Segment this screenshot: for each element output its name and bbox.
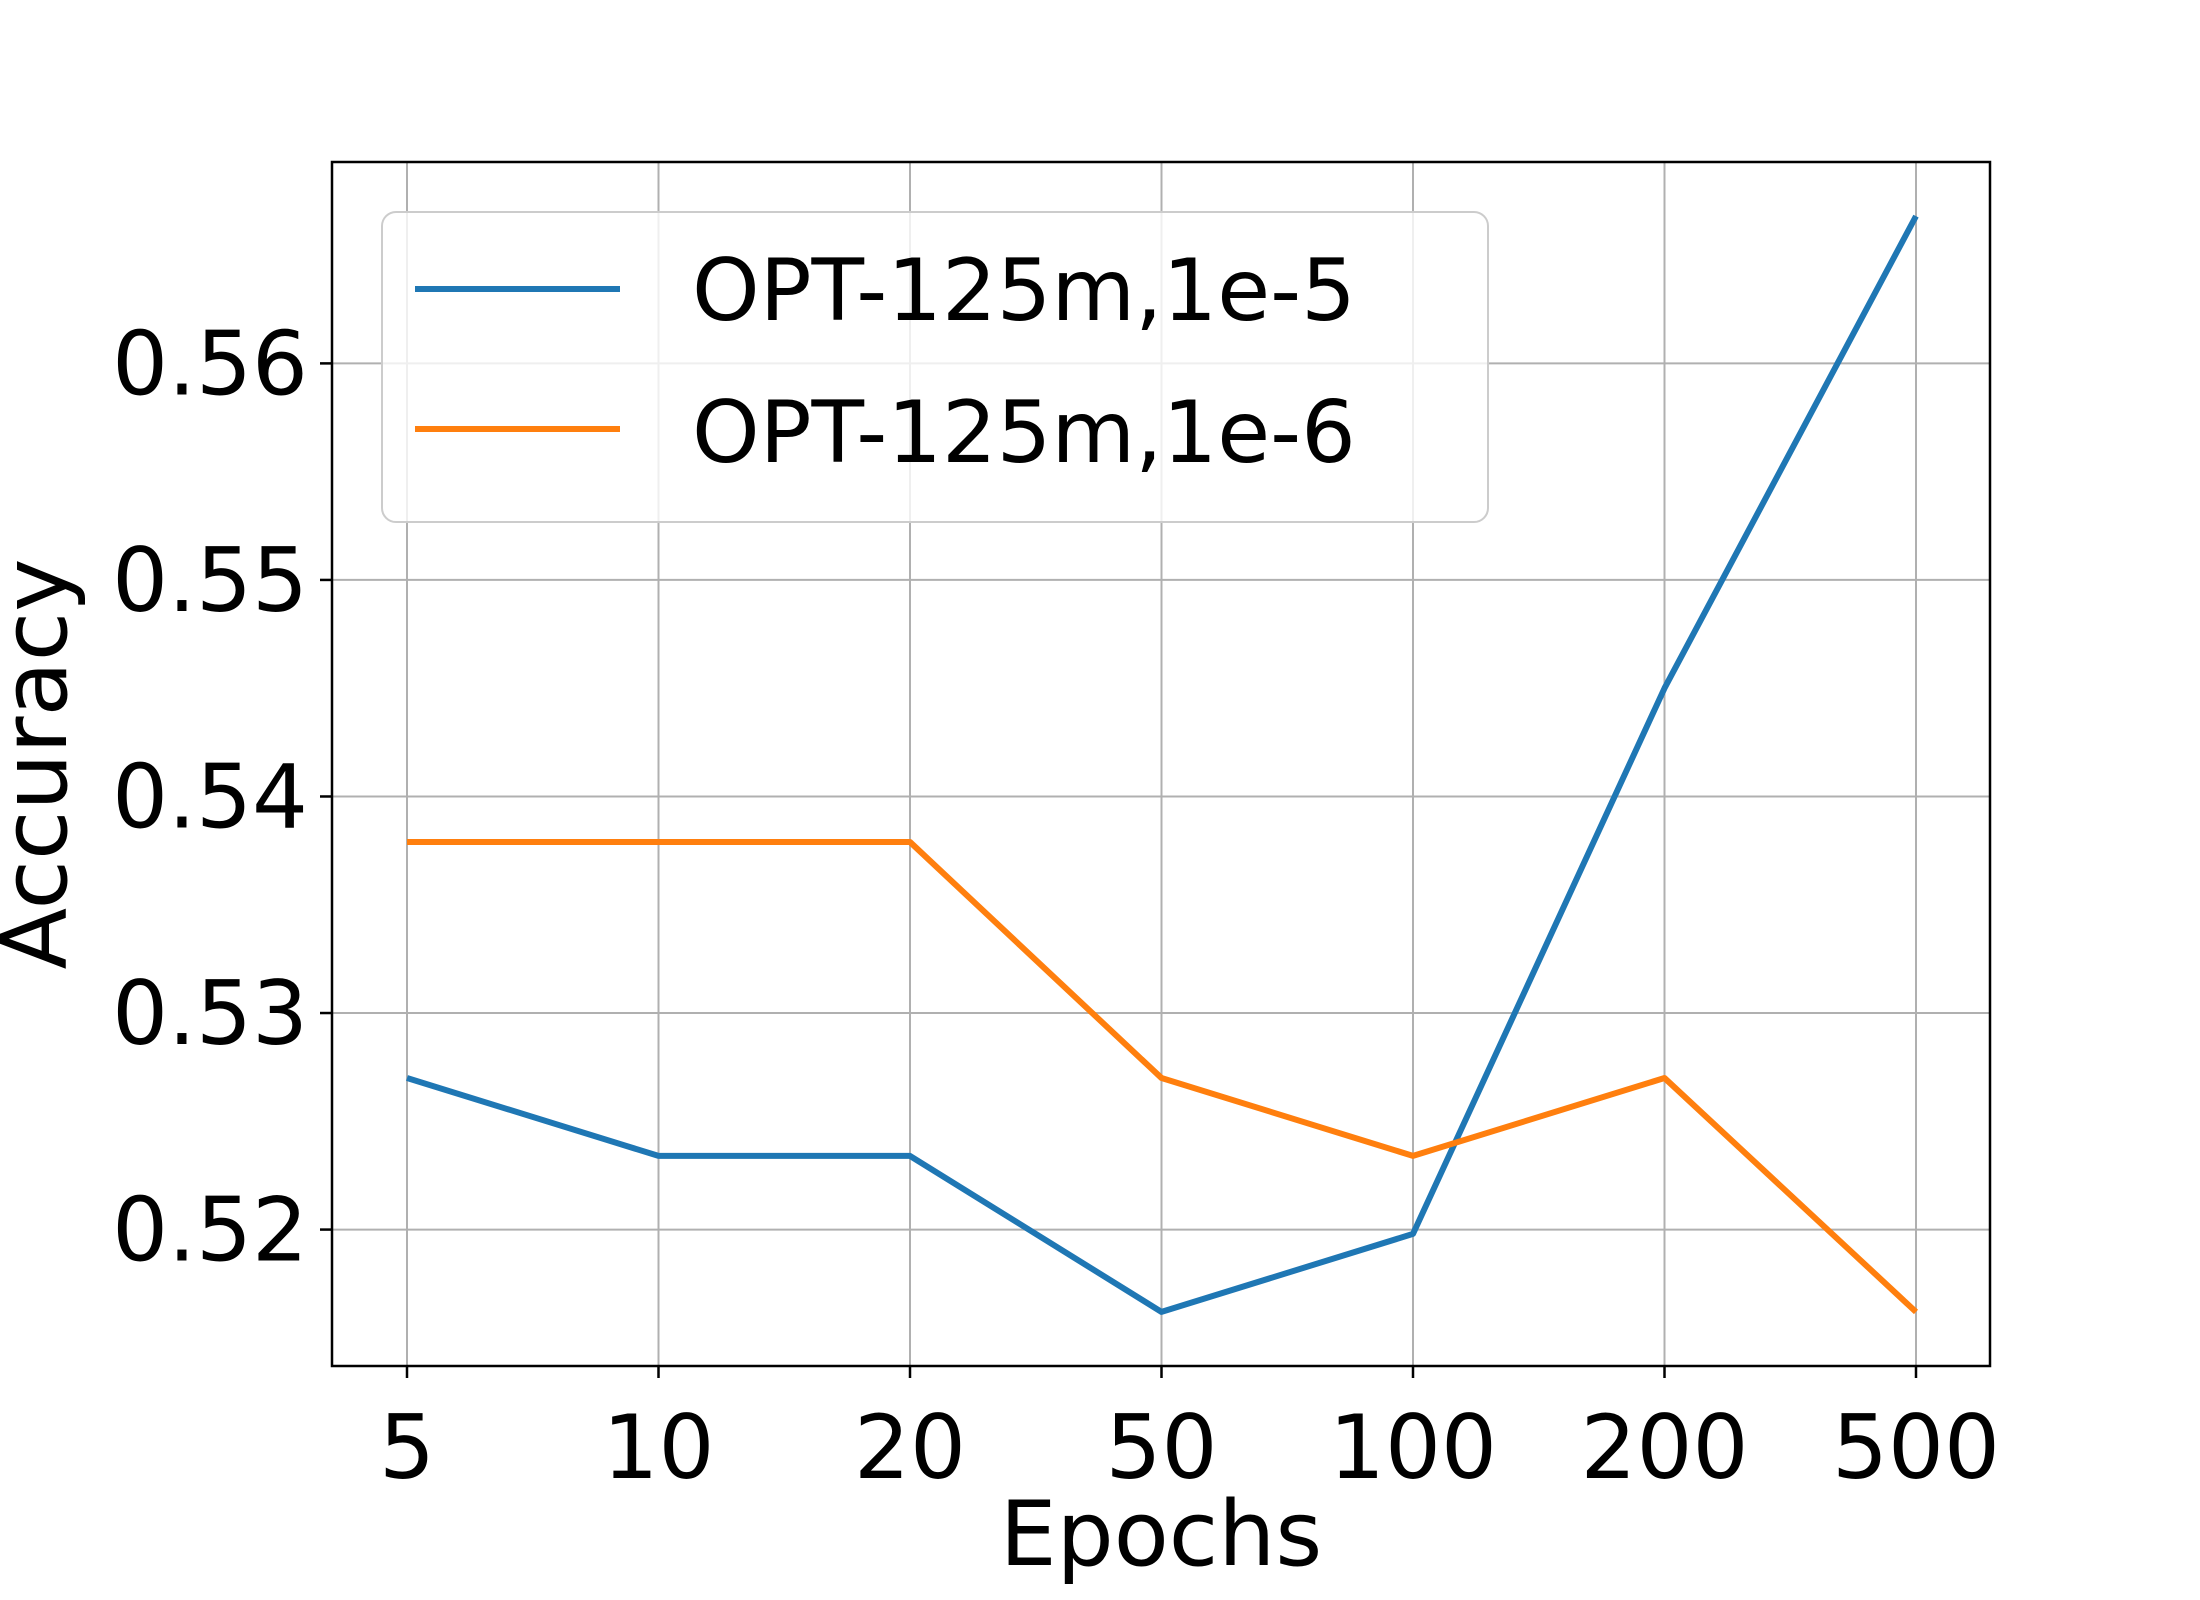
x-tick-label: 200 <box>1581 1396 1749 1499</box>
y-tick-label: 0.54 <box>112 745 308 848</box>
y-tick-labels: 0.52 0.53 0.54 0.55 0.56 <box>112 312 308 1281</box>
y-tick-label: 0.53 <box>112 962 308 1065</box>
y-tick-label: 0.56 <box>112 312 308 415</box>
axis-ticks <box>320 362 1918 1378</box>
legend-label-series-2: OPT-125m,1e-6 <box>692 383 1356 483</box>
series-lines <box>406 214 1919 1315</box>
x-tick-label: 50 <box>1106 1396 1218 1499</box>
x-axis-label: Epochs <box>1000 1482 1322 1587</box>
legend: OPT-125m,1e-5 OPT-125m,1e-6 <box>381 211 1489 523</box>
series-line-1 <box>406 214 1919 1315</box>
x-tick-label: 5 <box>379 1396 435 1499</box>
plot-frame <box>330 160 1992 1368</box>
x-tick-label: 20 <box>854 1396 966 1499</box>
x-tick-label: 500 <box>1832 1396 2000 1499</box>
x-tick-label: 10 <box>603 1396 715 1499</box>
series-line-2 <box>407 839 1919 1315</box>
legend-box <box>381 211 1489 523</box>
x-tick-labels: 5 10 20 50 100 200 500 <box>379 1396 2000 1499</box>
y-axis-label: Accuracy <box>0 559 88 970</box>
x-tick-label: 100 <box>1329 1396 1497 1499</box>
y-tick-label: 0.52 <box>112 1179 308 1282</box>
legend-label-series-1: OPT-125m,1e-5 <box>692 241 1356 341</box>
y-tick-label: 0.55 <box>112 529 308 632</box>
